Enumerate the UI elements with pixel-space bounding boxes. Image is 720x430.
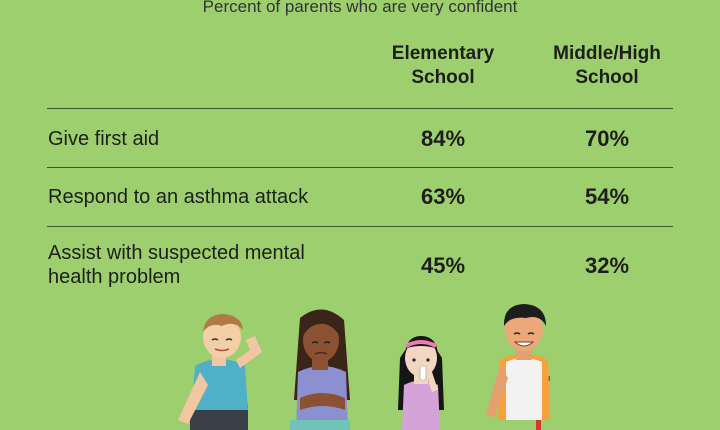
row-label-first-aid: Give first aid [48,128,160,150]
column-header-elementary-line2: School [411,67,475,88]
row-label-asthma: Respond to an asthma attack [48,186,309,208]
column-header-middle-high: Middle/High School [522,42,692,90]
child-girl-arms-crossed-icon [290,309,350,430]
value-mental-health-middle-high: 32% [584,253,630,278]
row-label-mental-health-line2: health problem [48,266,181,288]
row-label-mental-health: Assist with suspected mental health prob… [48,241,348,289]
column-header-elementary-line1: Elementary [391,43,495,64]
value-asthma-middle-high: 54% [584,184,630,209]
table-rule-2 [47,226,673,227]
table-rule-top [47,108,673,109]
value-asthma-elementary: 63% [420,184,466,209]
row-label-mental-health-line1: Assist with suspected mental [48,242,305,264]
column-header-elementary: Elementary School [358,42,528,90]
chart-subtitle: Percent of parents who are very confiden… [202,0,518,16]
column-header-middle-line1: Middle/High [553,43,661,64]
column-header-middle-line2: School [575,67,639,88]
value-first-aid-elementary: 84% [420,126,466,151]
value-mental-health-elementary: 45% [420,253,466,278]
value-first-aid-middle-high: 70% [584,126,630,151]
table-rule-1 [47,167,673,168]
child-boy-crutches-icon [486,304,550,430]
child-girl-inhaler-icon [398,336,444,430]
child-boy-holding-head-icon [178,314,262,430]
